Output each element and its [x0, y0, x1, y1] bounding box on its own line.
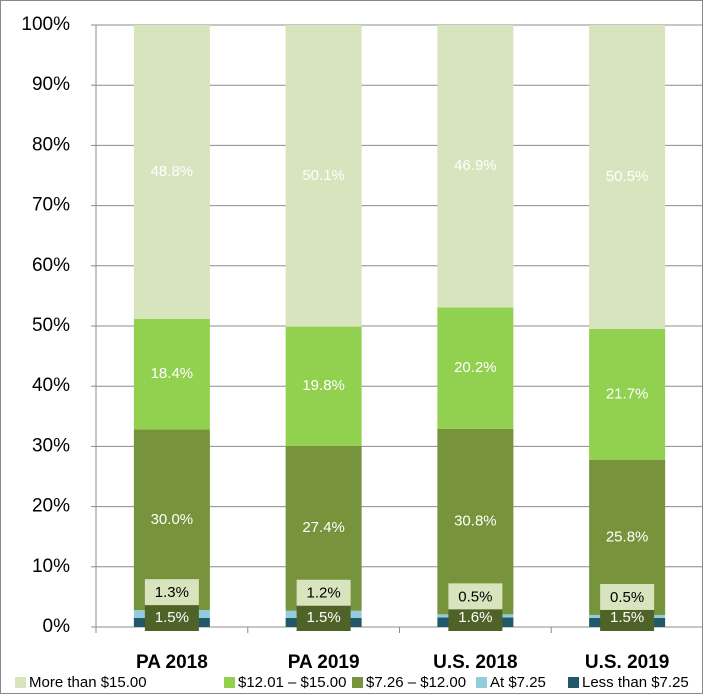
legend-label: At $7.25	[490, 674, 546, 691]
data-label: 1.5%	[155, 609, 189, 626]
data-label-box	[296, 579, 351, 606]
data-label: 21.7%	[606, 385, 649, 402]
y-tick-label: 30%	[32, 435, 70, 456]
bar-segment	[133, 25, 210, 319]
data-label: 18.4%	[151, 365, 194, 382]
data-label-box	[448, 583, 503, 610]
y-tick-label: 90%	[32, 74, 70, 95]
y-tick-label: 80%	[32, 134, 70, 155]
bar-segment	[437, 307, 514, 429]
bar-segment	[285, 326, 362, 446]
bar-segment	[285, 25, 362, 327]
data-label: 30.8%	[454, 513, 497, 530]
y-tick-label: 20%	[32, 496, 70, 517]
y-tick-label: 50%	[32, 315, 70, 336]
data-label: 0.5%	[458, 588, 492, 605]
x-tick-label: U.S. 2018	[433, 652, 518, 673]
legend-swatch	[568, 677, 579, 688]
x-tick-label: PA 2019	[288, 652, 360, 673]
legend-swatch	[15, 677, 26, 688]
x-tick-label: U.S. 2019	[585, 652, 670, 673]
data-label-box	[144, 605, 199, 631]
legend-label: $12.01 – $15.00	[238, 674, 346, 691]
x-tick-label: PA 2018	[136, 652, 208, 673]
bar-segment	[589, 25, 666, 330]
y-tick-label: 0%	[43, 616, 71, 637]
data-label: 1.3%	[155, 584, 189, 601]
legend-label: More than $15.00	[29, 674, 147, 691]
legend-swatch	[224, 677, 235, 688]
bar-segment	[437, 25, 514, 308]
data-label: 48.8%	[151, 163, 194, 180]
data-label-box	[144, 579, 199, 606]
data-label: 1.5%	[307, 609, 341, 626]
data-label-box	[296, 605, 351, 631]
data-label: 19.8%	[302, 377, 345, 394]
y-tick-label: 40%	[32, 375, 70, 396]
data-label: 1.2%	[307, 585, 341, 602]
bar-segment	[589, 329, 666, 460]
y-tick-label: 10%	[32, 556, 70, 577]
data-label: 25.8%	[606, 528, 649, 545]
y-tick-label: 100%	[21, 14, 70, 35]
data-label: 1.6%	[458, 609, 492, 626]
bar-segment	[133, 318, 210, 430]
data-label: 46.9%	[454, 157, 497, 174]
legend-swatch	[352, 677, 363, 688]
data-label: 50.1%	[302, 167, 345, 184]
data-label: 50.5%	[606, 168, 649, 185]
data-label: 0.5%	[610, 589, 644, 606]
legend-swatch	[476, 677, 487, 688]
data-label: 27.4%	[302, 519, 345, 536]
data-label: 1.5%	[610, 609, 644, 626]
data-label: 20.2%	[454, 359, 497, 376]
legend-label: Less than $7.25	[582, 674, 689, 691]
legend-label: $7.26 – $12.00	[366, 674, 466, 691]
y-tick-label: 60%	[32, 255, 70, 276]
data-label: 30.0%	[151, 511, 194, 528]
y-tick-label: 70%	[32, 195, 70, 216]
data-label-box	[600, 583, 655, 610]
